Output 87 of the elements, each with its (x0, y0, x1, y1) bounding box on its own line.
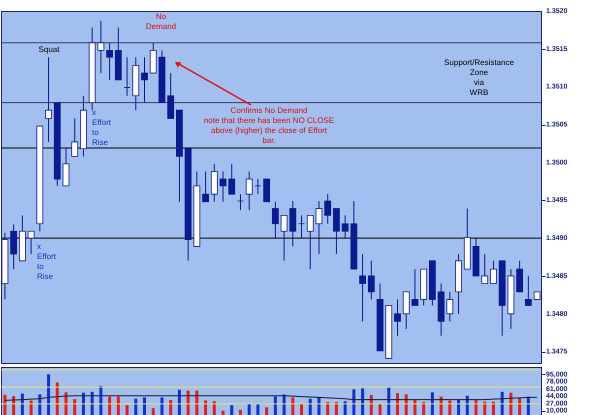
annotation: x Effort to Rise (37, 242, 57, 281)
bar (126, 405, 129, 415)
bar (404, 394, 408, 415)
annotation: Support/Resistance Zone via WRB (444, 58, 514, 97)
bar (152, 408, 155, 415)
bar (38, 394, 42, 415)
bar (500, 392, 504, 415)
candlestick (306, 214, 314, 270)
candlestick (342, 214, 349, 239)
candlestick (316, 200, 322, 254)
candlestick (62, 148, 70, 186)
candlestick (324, 194, 332, 224)
annotation: Confirms No Demand note that there has been NO CLOSE above (higher) the close of Effort bar. (204, 106, 334, 145)
bar (483, 402, 486, 415)
bar (160, 397, 164, 415)
bar (265, 407, 268, 415)
candlestick (490, 260, 497, 284)
bar (20, 394, 24, 415)
candlestick (141, 56, 148, 104)
bar (116, 396, 120, 415)
bar (518, 398, 522, 415)
annotation: Squat (38, 45, 60, 54)
bar (396, 393, 399, 415)
candlestick (124, 56, 130, 96)
bar (134, 398, 138, 415)
candlestick (228, 163, 236, 195)
candlestick (237, 194, 244, 211)
bar (300, 404, 304, 415)
candlestick (167, 72, 174, 119)
candlestick (220, 170, 226, 202)
bar (222, 410, 225, 415)
candlestick (71, 118, 78, 157)
bar (178, 390, 181, 415)
bar (457, 400, 460, 415)
bar (47, 374, 50, 415)
bar (282, 394, 286, 415)
candlestick (446, 291, 454, 322)
candlestick (298, 214, 305, 239)
bar (413, 400, 416, 415)
candlestick (263, 178, 270, 202)
candlestick (394, 298, 401, 336)
bar (108, 396, 112, 415)
candlestick (246, 170, 253, 211)
candlestick (402, 291, 410, 330)
bar (3, 394, 6, 415)
candlestick (289, 200, 296, 247)
candlestick (333, 208, 340, 254)
candlestick (202, 170, 209, 202)
bar (248, 404, 251, 415)
bar (238, 410, 242, 415)
bar (291, 397, 294, 415)
candlestick (359, 253, 366, 322)
bar (317, 397, 320, 415)
bar (448, 400, 452, 415)
bar (169, 400, 172, 415)
bar (274, 396, 277, 415)
bar (212, 401, 216, 415)
bar (256, 404, 260, 415)
candlestick (368, 260, 375, 300)
bar (352, 389, 356, 415)
bar (143, 397, 146, 415)
bar (204, 400, 208, 415)
bar (326, 402, 330, 415)
candlestick (210, 163, 218, 202)
annotation: x Effort to Rise (92, 108, 112, 147)
bar (387, 388, 390, 415)
bar (492, 402, 495, 415)
bar (474, 400, 478, 415)
bar (509, 392, 512, 415)
bar (73, 399, 76, 415)
bar (378, 404, 382, 415)
candlestick (254, 178, 262, 195)
bar (30, 400, 33, 415)
bar (230, 405, 234, 415)
bar (64, 392, 68, 415)
candlestick (150, 42, 157, 74)
annotation: No Demand (146, 12, 176, 31)
bar (334, 402, 338, 415)
bar (56, 382, 59, 415)
candlestick (45, 56, 52, 142)
candlestick (481, 253, 488, 284)
bar (308, 398, 312, 415)
candlestick (412, 268, 418, 306)
bar (344, 401, 347, 415)
bar (422, 402, 426, 415)
bar (82, 392, 85, 415)
bar (361, 388, 364, 415)
